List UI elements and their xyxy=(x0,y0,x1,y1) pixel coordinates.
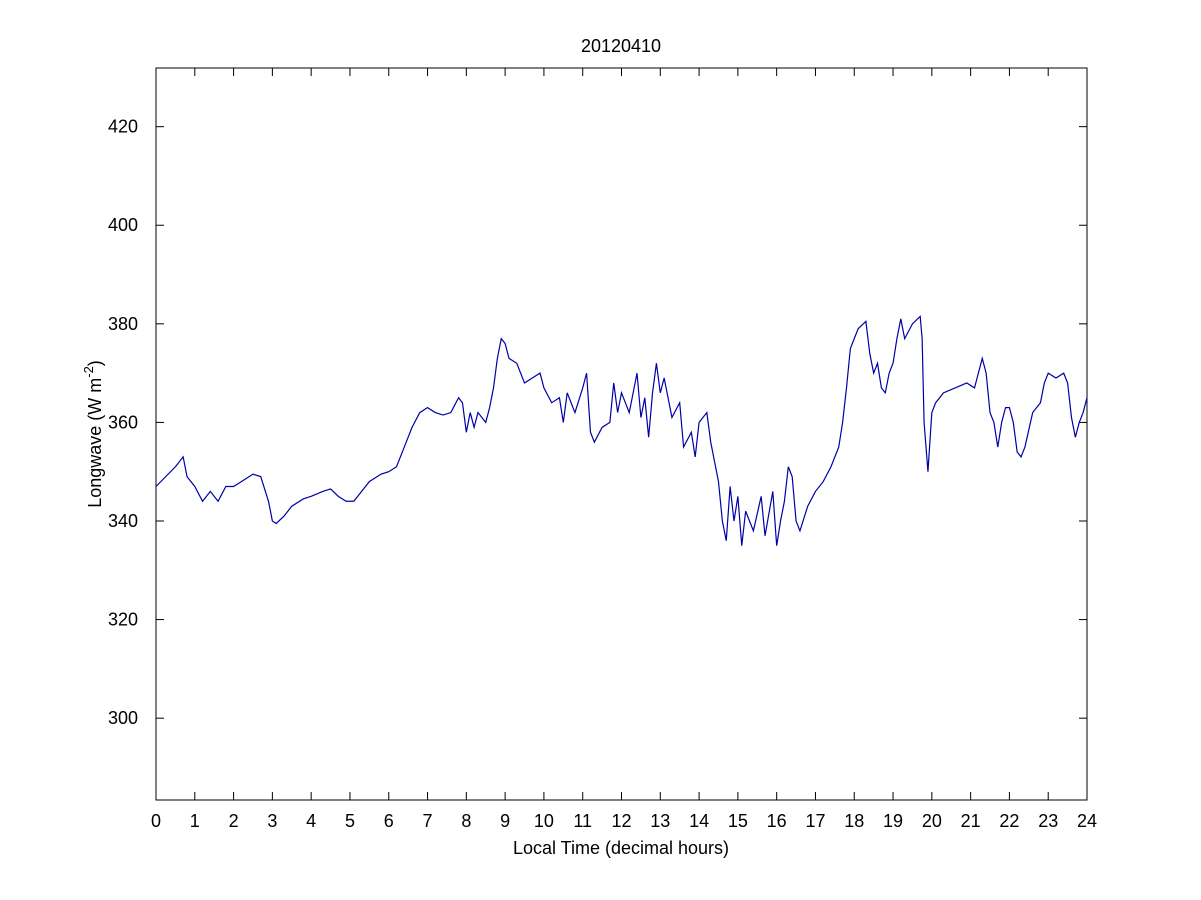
y-axis-label-sup: -2 xyxy=(81,366,96,378)
x-tick-label: 11 xyxy=(573,811,592,831)
x-tick-label: 18 xyxy=(844,811,864,831)
x-tick-label: 21 xyxy=(961,811,981,831)
x-tick-label: 4 xyxy=(306,811,316,831)
x-tick-label: 12 xyxy=(611,811,631,831)
y-tick-label: 320 xyxy=(108,610,138,630)
x-tick-label: 20 xyxy=(922,811,942,831)
x-tick-label: 2 xyxy=(229,811,239,831)
x-tick-label: 22 xyxy=(999,811,1019,831)
x-tick-label: 17 xyxy=(805,811,825,831)
y-axis-label-text: Longwave (W m xyxy=(85,378,105,508)
y-tick-label: 300 xyxy=(108,708,138,728)
y-axis-label: Longwave (W m-2) xyxy=(81,360,105,508)
x-tick-label: 23 xyxy=(1038,811,1058,831)
y-axis-label-end: ) xyxy=(85,360,105,366)
x-tick-label: 15 xyxy=(728,811,748,831)
y-tick-label: 380 xyxy=(108,314,138,334)
plot-area xyxy=(155,67,1088,801)
y-tick-label: 420 xyxy=(108,117,138,137)
x-tick-label: 7 xyxy=(423,811,433,831)
x-tick-label: 0 xyxy=(151,811,161,831)
x-tick-label: 19 xyxy=(883,811,903,831)
x-axis-label: Local Time (decimal hours) xyxy=(513,838,729,858)
x-tick-label: 24 xyxy=(1077,811,1097,831)
x-tick-label: 5 xyxy=(345,811,355,831)
x-tick-label: 13 xyxy=(650,811,670,831)
y-tick-label: 400 xyxy=(108,215,138,235)
x-tick-label: 8 xyxy=(461,811,471,831)
x-tick-label: 1 xyxy=(190,811,200,831)
x-tick-label: 6 xyxy=(384,811,394,831)
data-line xyxy=(155,315,1088,546)
x-tick-label: 10 xyxy=(534,811,554,831)
x-tick-label: 16 xyxy=(767,811,787,831)
y-tick-label: 340 xyxy=(108,511,138,531)
x-tick-label: 14 xyxy=(689,811,709,831)
x-tick-label: 9 xyxy=(500,811,510,831)
y-tick-label: 360 xyxy=(108,412,138,432)
x-tick-label: 3 xyxy=(267,811,277,831)
chart-title: 20120410 xyxy=(581,36,661,56)
